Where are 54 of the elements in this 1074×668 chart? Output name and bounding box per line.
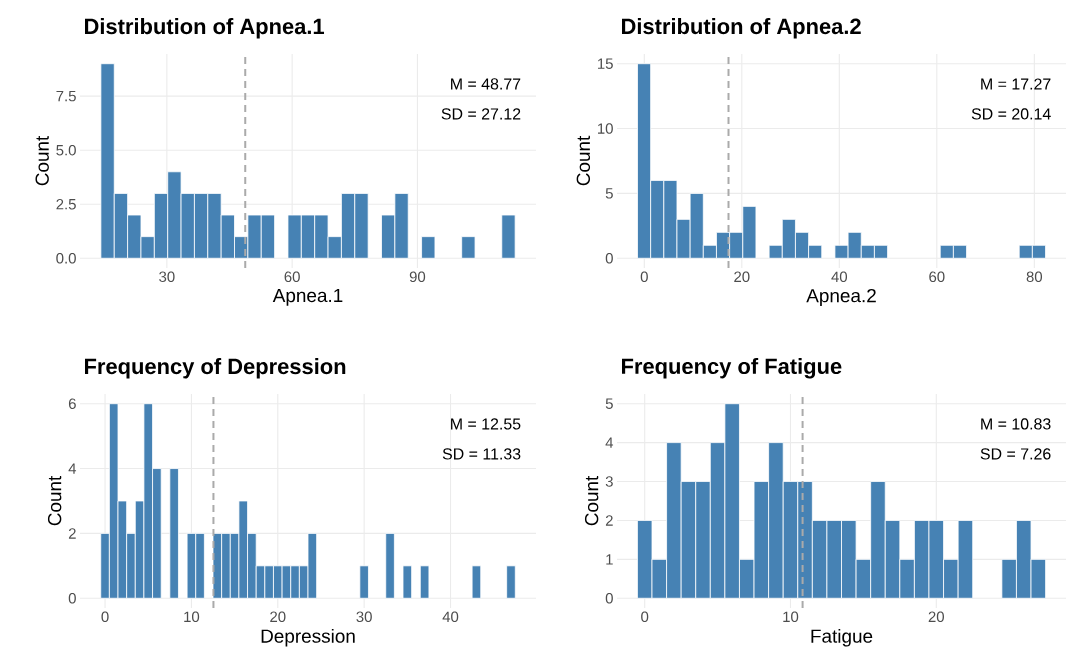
x-tick-label: 0	[101, 611, 109, 623]
x-tick-label: 30	[356, 611, 372, 623]
x-tick-label: 20	[734, 271, 750, 283]
chart-title: Frequency of Fatigue	[622, 357, 842, 379]
annotation: SD = 27.12	[441, 108, 521, 120]
y-axis-title: Count	[576, 135, 591, 186]
y-tick-label: 4	[68, 463, 77, 474]
y-tick-label: 2	[605, 515, 613, 526]
x-tick-label: 20	[928, 611, 944, 623]
annotation: SD = 11.33	[442, 448, 521, 460]
x-tick-label: 80	[1026, 271, 1043, 283]
y-axis-title: Count	[47, 475, 62, 526]
x-axis-title: Depression	[261, 628, 355, 647]
y-tick-label: 3	[605, 476, 613, 487]
x-tick-label: 40	[442, 611, 459, 623]
x-axis-title: Fatigue	[811, 628, 873, 647]
x-tick-label: 40	[831, 271, 848, 283]
y-tick-label: 5	[605, 188, 613, 199]
y-tick-label: 7.5	[56, 90, 76, 102]
annotation: SD = 20.14	[971, 108, 1051, 120]
y-tick-label: 5.0	[56, 144, 76, 156]
x-tick-label: 90	[409, 271, 426, 283]
x-tick-label: 10	[783, 611, 799, 623]
y-tick-label: 10	[598, 123, 613, 134]
x-tick-label: 0	[641, 611, 649, 623]
annotation: SD = 7.26	[980, 448, 1051, 460]
y-tick-label: 1	[606, 554, 613, 565]
y-tick-label: 15	[598, 58, 613, 69]
annotation: M = 10.83	[981, 418, 1051, 430]
y-tick-label: 4	[605, 437, 614, 448]
x-tick-label: 0	[640, 271, 648, 283]
y-axis-title: Count	[35, 135, 49, 186]
chart-title: Frequency of Depression	[85, 358, 346, 379]
x-tick-label: 30	[159, 271, 175, 283]
y-tick-label: 0	[68, 592, 76, 604]
chart-title: Distribution of Apnea.2	[622, 18, 861, 39]
y-tick-label: 0.0	[56, 252, 76, 264]
y-tick-label: 2	[68, 528, 76, 539]
annotation: M = 17.27	[981, 78, 1051, 90]
x-tick-label: 10	[184, 611, 200, 623]
annotation: M = 12.55	[451, 418, 521, 430]
x-tick-label: 20	[270, 611, 286, 623]
y-axis-title: Count	[584, 475, 599, 526]
y-tick-label: 6	[68, 398, 76, 409]
y-tick-label: 5	[605, 398, 613, 409]
x-tick-label: 60	[284, 271, 300, 283]
x-axis-title: Apnea.1	[272, 288, 343, 306]
y-tick-label: 2.5	[56, 198, 76, 210]
x-tick-label: 60	[929, 271, 945, 283]
y-tick-label: 0	[605, 592, 613, 604]
x-axis-title: Apnea.2	[806, 288, 876, 307]
chart-title: Distribution of Apnea.1	[85, 18, 325, 39]
y-tick-label: 0	[605, 252, 613, 264]
annotation: M = 48.77	[451, 78, 521, 90]
